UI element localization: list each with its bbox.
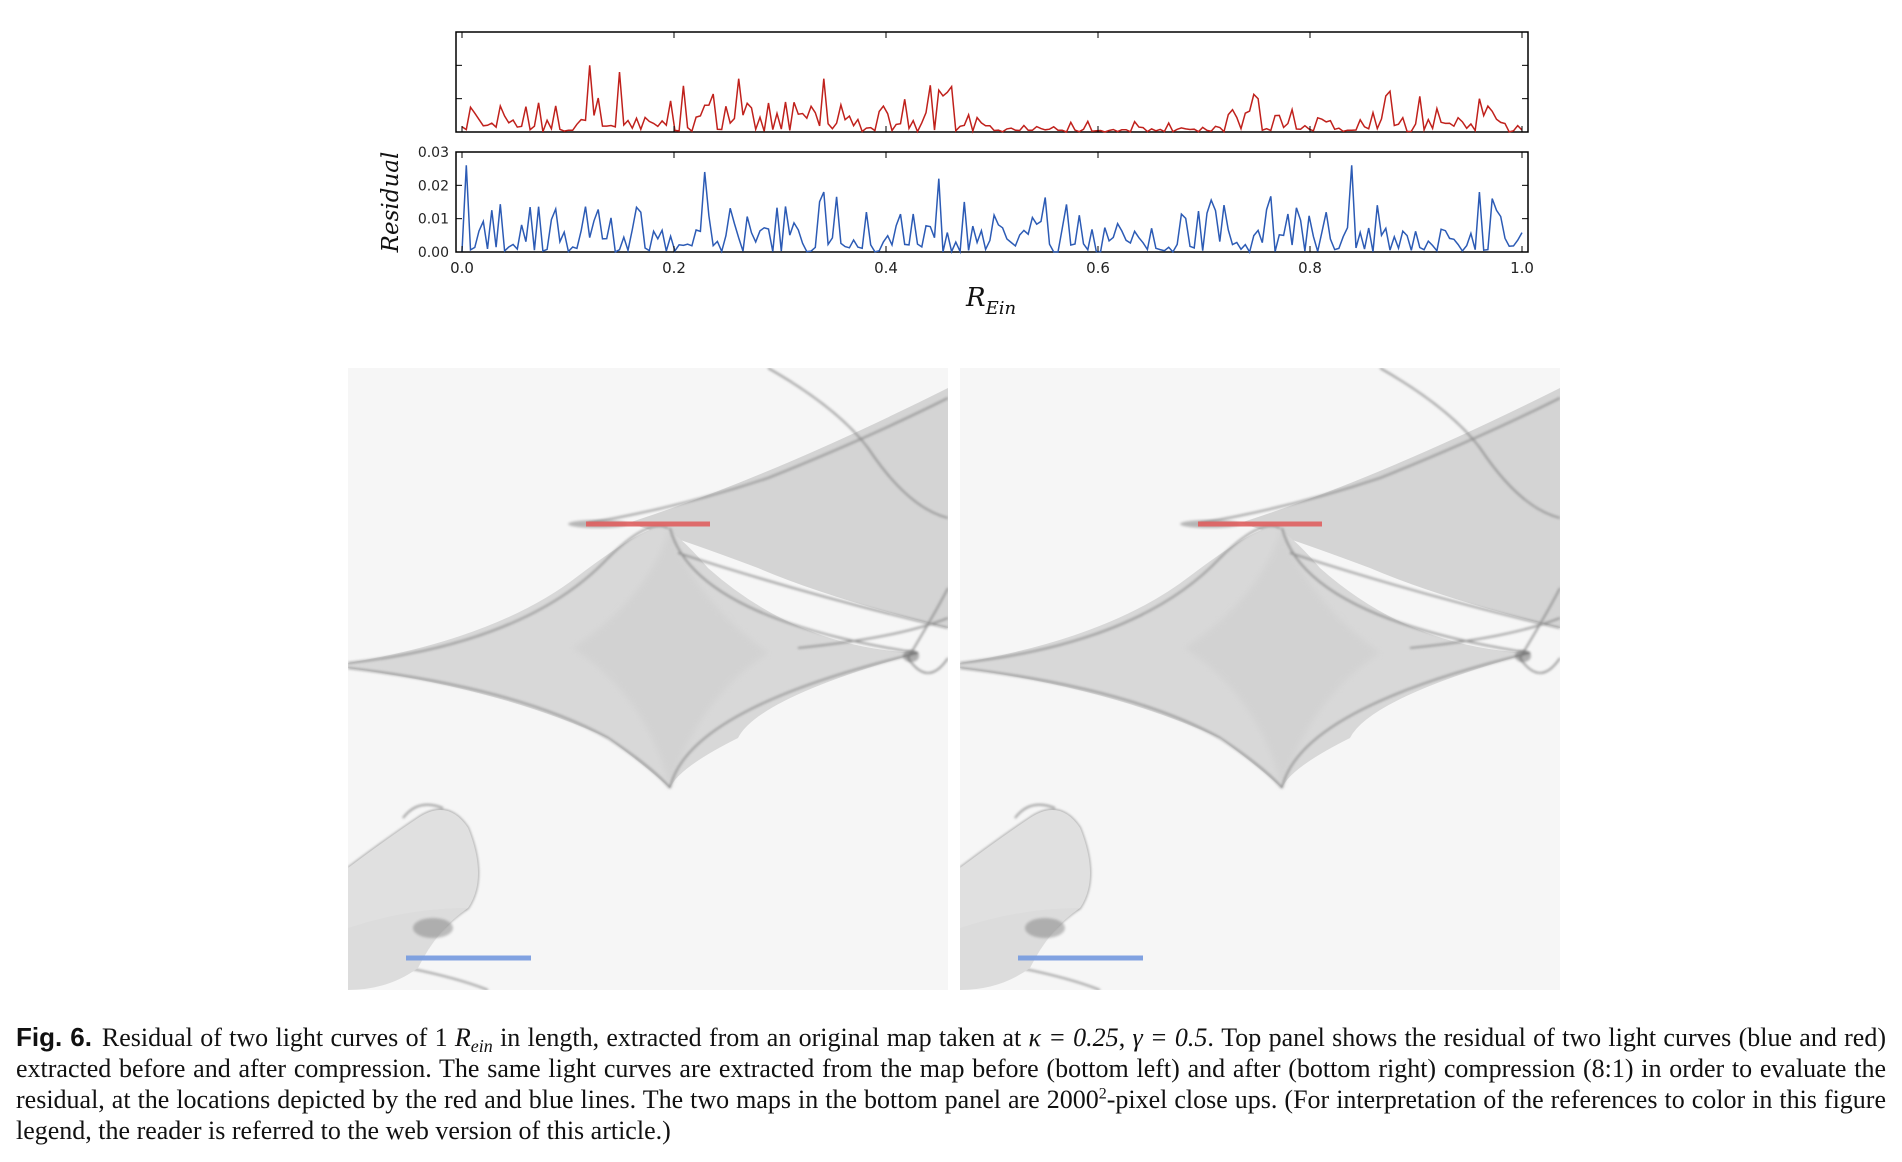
y-tick-label: 0.01 — [418, 212, 449, 228]
blue-panel-ticks — [456, 151, 1528, 253]
y-tick-label: 0.03 — [418, 145, 449, 161]
x-tick-label: 0.6 — [1086, 259, 1110, 277]
red-panel-ticks — [456, 31, 1528, 133]
red-panel-frame — [455, 31, 1529, 133]
caption-text-1: Residual of two light curves of 1 — [101, 1023, 455, 1052]
caption-rein: Rein — [454, 1023, 493, 1055]
caption-comma: , — [1118, 1023, 1133, 1052]
caption-text-4: -pixel close ups. (For interpretation of… — [16, 1085, 1886, 1145]
blue-panel-frame — [455, 151, 1529, 253]
y-tick-label: 0.02 — [418, 178, 449, 194]
caption-gamma: γ = 0.5 — [1132, 1023, 1208, 1052]
y-axis-label: Residual — [378, 152, 404, 254]
y-tick-label: 0.00 — [418, 245, 449, 261]
blue-series-line — [461, 165, 1523, 255]
x-tick-label: 0.8 — [1298, 259, 1322, 277]
x-tick-label: 0.0 — [450, 259, 474, 277]
x-axis-label: REin — [965, 283, 1016, 319]
x-tick-label: 0.2 — [662, 259, 686, 277]
x-tick-labels: 0.0 0.2 0.4 0.6 0.8 1.0 — [450, 259, 1534, 277]
x-axis-label-sub: Ein — [985, 298, 1017, 319]
caption-kappa: κ = 0.25 — [1028, 1023, 1119, 1052]
figure-label: Fig. 6. — [16, 1022, 92, 1052]
map-after-compression — [960, 368, 1560, 990]
x-tick-label: 1.0 — [1510, 259, 1534, 277]
red-series-line — [461, 65, 1523, 134]
x-tick-label: 0.4 — [874, 259, 898, 277]
caption-rein-main: R — [454, 1023, 471, 1052]
residual-chart: 0.0 0.2 0.4 0.6 0.8 1.0 0.00 0.01 0.02 0.03 Resi… — [378, 31, 1534, 319]
caption-sup: 2 — [1098, 1085, 1107, 1103]
caption-rein-sub: ein — [470, 1036, 493, 1057]
caption-text-3: . Top panel shows the residual of two li… — [16, 1023, 1886, 1114]
y-tick-labels: 0.00 0.01 0.02 0.03 — [418, 145, 449, 261]
caption-text-2: in length, extracted from an original ma… — [492, 1023, 1029, 1052]
map-before-compression — [348, 368, 948, 990]
x-axis-label-main: R — [965, 283, 986, 313]
figure-caption: Fig. 6. Residual of two light curves of 1… — [16, 1022, 1886, 1146]
